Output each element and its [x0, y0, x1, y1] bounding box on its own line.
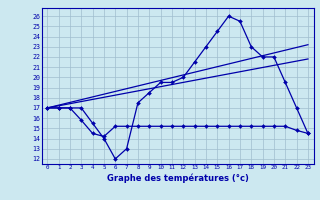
X-axis label: Graphe des températures (°c): Graphe des températures (°c)	[107, 173, 249, 183]
